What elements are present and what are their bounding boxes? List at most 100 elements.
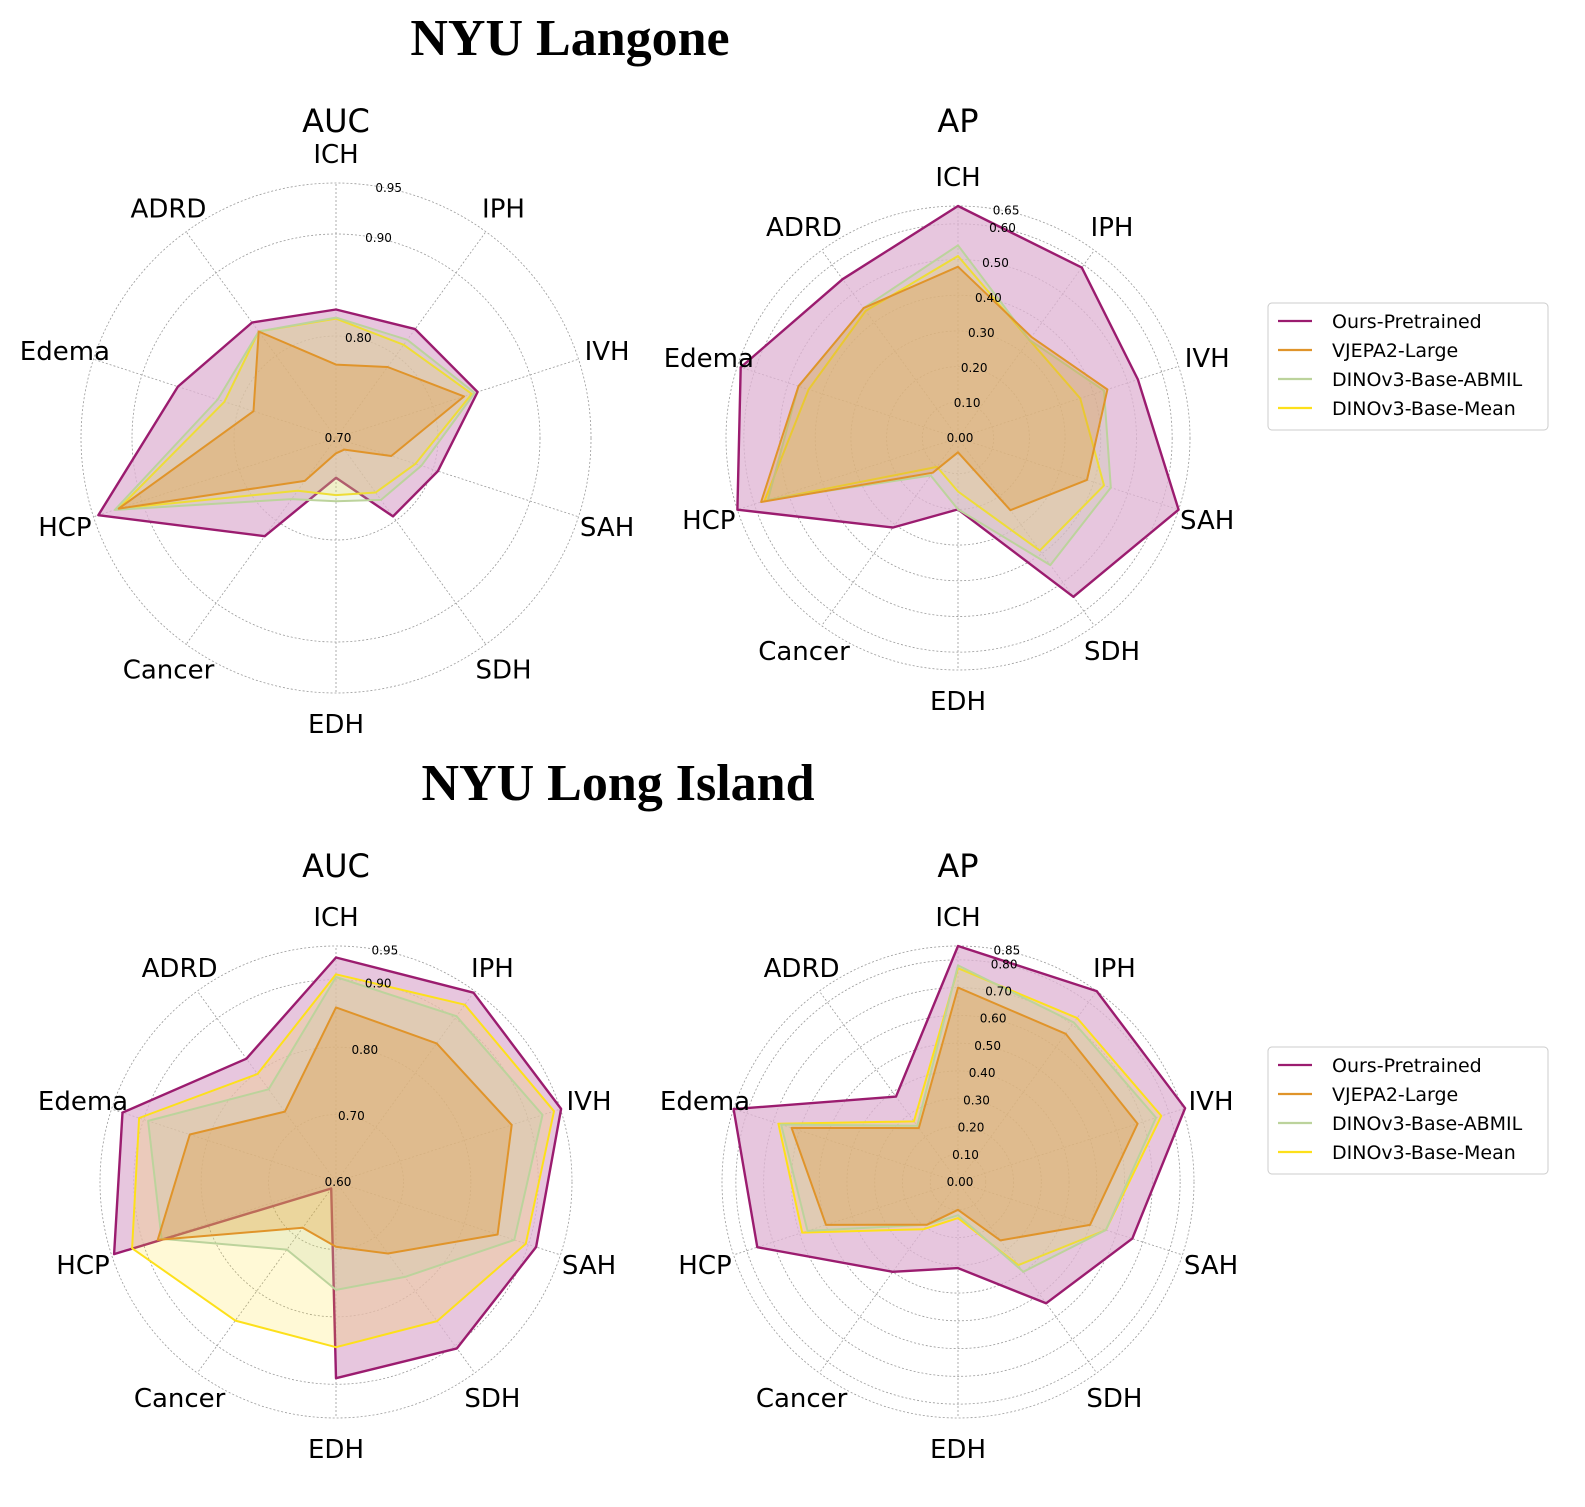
legend-label-ours-pretrained: Ours-Pretrained bbox=[1332, 1055, 1482, 1077]
tick-label: 0.30 bbox=[963, 1093, 990, 1107]
series-ours-pretrained bbox=[112, 956, 563, 1380]
axis-label-edh: EDH bbox=[308, 1435, 364, 1465]
axis-label-hcp: HCP bbox=[38, 513, 91, 543]
series-dinov3-base-abmil bbox=[780, 964, 1157, 1273]
axis-label-edema: Edema bbox=[38, 1087, 128, 1117]
axis-label-edema: Edema bbox=[660, 1087, 750, 1117]
axis-label-edema: Edema bbox=[664, 344, 754, 374]
axis-label-ivh: IVH bbox=[585, 337, 630, 367]
tick-label: 0.95 bbox=[375, 181, 402, 195]
section-title-long-island: NYU Long Island bbox=[421, 755, 814, 812]
spoke-ivh bbox=[335, 358, 579, 439]
legend-label-dinov3-base-mean: DINOv3-Base-Mean bbox=[1332, 1142, 1516, 1164]
tick-label: 0.80 bbox=[351, 1043, 378, 1057]
axis-label-edh: EDH bbox=[930, 687, 986, 717]
series-dinov3-base-abmil bbox=[113, 316, 476, 511]
axis-label-hcp: HCP bbox=[678, 1251, 731, 1281]
radar-long-island-ap: AP 0.00 0.10 0.20 0.30 0.40 0.50 0.60 0.70 0.800.… bbox=[660, 847, 1238, 1465]
spoke-adrd bbox=[818, 990, 959, 1183]
axis-label-iph: IPH bbox=[471, 954, 514, 984]
legend-label-vjepa2-large: VJEPA2-Large bbox=[1332, 340, 1458, 362]
axis-label-hcp: HCP bbox=[682, 506, 735, 536]
axis-label-edema: Edema bbox=[20, 337, 110, 367]
axis-label-adrd: ADRD bbox=[764, 954, 840, 984]
tick-label: 0.70 bbox=[338, 1109, 365, 1123]
legend-label-vjepa2-large: VJEPA2-Large bbox=[1332, 1084, 1458, 1106]
tick-label: 0.70 bbox=[325, 431, 352, 445]
tick-label: 0.65 bbox=[993, 204, 1020, 218]
spoke-cancer bbox=[185, 437, 337, 645]
spoke-sah bbox=[335, 437, 579, 518]
axis-label-cancer: Cancer bbox=[758, 637, 850, 667]
spoke-edema bbox=[93, 358, 337, 439]
radar-long-island-auc: AUC 0.60 0.70 0.80 0.90 0.95 ICH IPH IVH SAH SDH ED… bbox=[38, 847, 616, 1465]
tick-label: 0.40 bbox=[969, 1066, 996, 1080]
tick-label: 0.20 bbox=[958, 1121, 985, 1135]
tick-label: 0.90 bbox=[365, 231, 392, 245]
axis-label-sah: SAH bbox=[562, 1251, 616, 1281]
grid-circle bbox=[721, 945, 1195, 1419]
tick-label: 0.85 bbox=[994, 944, 1021, 958]
panel-title: AUC bbox=[302, 102, 370, 140]
panel-title: AP bbox=[937, 847, 978, 885]
tick-label: 0.95 bbox=[372, 944, 399, 958]
legend-box bbox=[1267, 1046, 1549, 1175]
tick-label: 0.60 bbox=[989, 221, 1016, 235]
axis-label-cancer: Cancer bbox=[123, 656, 215, 686]
series-dinov3-base-mean bbox=[763, 255, 1105, 552]
tick-label: 0.60 bbox=[325, 1175, 352, 1189]
tick-label: 0.40 bbox=[975, 291, 1002, 305]
axis-label-iph: IPH bbox=[482, 194, 525, 224]
axis-label-sdh: SDH bbox=[1084, 637, 1140, 667]
legend-long-island: Ours-Pretrained VJEPA2-Large DINOv3-Base-A… bbox=[1267, 1046, 1549, 1175]
series-dinov3-base-mean bbox=[131, 973, 555, 1349]
tick-label: 0.70 bbox=[985, 985, 1012, 999]
axis-label-ich: ICH bbox=[313, 140, 358, 170]
axis-label-ich: ICH bbox=[935, 163, 980, 193]
tick-label: 0.10 bbox=[952, 1148, 979, 1162]
axis-label-cancer: Cancer bbox=[756, 1384, 848, 1414]
tick-label: 0.80 bbox=[991, 957, 1018, 971]
tick-label: 0.30 bbox=[968, 326, 995, 340]
tick-label: 0.50 bbox=[974, 1039, 1001, 1053]
axis-label-hcp: HCP bbox=[56, 1251, 109, 1281]
tick-label: 0.90 bbox=[365, 977, 392, 991]
series-vjepa2-large bbox=[156, 1006, 513, 1255]
spoke-iph bbox=[335, 231, 487, 439]
axis-label-sdh: SDH bbox=[475, 656, 531, 686]
spoke-cancer bbox=[821, 437, 959, 626]
axis-label-iph: IPH bbox=[1091, 213, 1134, 243]
axis-label-ivh: IVH bbox=[1185, 344, 1230, 374]
grid-circle bbox=[80, 182, 592, 694]
legend-label-dinov3-base-abmil: DINOv3-Base-ABMIL bbox=[1332, 369, 1523, 391]
axis-label-sah: SAH bbox=[1180, 506, 1234, 536]
legend-label-ours-pretrained: Ours-Pretrained bbox=[1332, 311, 1482, 333]
axis-label-ich: ICH bbox=[313, 903, 358, 933]
series-dinov3-base-mean bbox=[777, 967, 1163, 1267]
series-vjepa2-large bbox=[760, 265, 1109, 512]
axis-label-edh: EDH bbox=[930, 1435, 986, 1465]
series-dinov3-base-abmil bbox=[147, 976, 544, 1291]
series-ours-pretrained bbox=[732, 944, 1187, 1305]
spoke-sdh bbox=[335, 437, 487, 645]
tick-label: 0.60 bbox=[980, 1012, 1007, 1026]
spoke-cancer bbox=[196, 1181, 337, 1374]
legend-label-dinov3-base-mean: DINOv3-Base-Mean bbox=[1332, 398, 1516, 420]
tick-label: 0.00 bbox=[947, 1175, 974, 1189]
series-vjepa2-large bbox=[117, 330, 466, 510]
axis-label-adrd: ADRD bbox=[142, 954, 218, 984]
tick-label: 0.80 bbox=[345, 331, 372, 345]
axis-label-sdh: SDH bbox=[1086, 1384, 1142, 1414]
section-title-langone: NYU Langone bbox=[410, 10, 729, 67]
axis-label-sah: SAH bbox=[1184, 1251, 1238, 1281]
axis-label-edh: EDH bbox=[308, 710, 364, 740]
axis-label-ivh: IVH bbox=[1188, 1087, 1233, 1117]
legend-label-dinov3-base-abmil: DINOv3-Base-ABMIL bbox=[1332, 1113, 1523, 1135]
panel-title: AUC bbox=[302, 847, 370, 885]
legend-box bbox=[1267, 302, 1549, 431]
axis-label-adrd: ADRD bbox=[766, 213, 842, 243]
axis-label-iph: IPH bbox=[1093, 954, 1136, 984]
tick-label: 0.20 bbox=[961, 361, 988, 375]
panel-title: AP bbox=[937, 102, 978, 140]
